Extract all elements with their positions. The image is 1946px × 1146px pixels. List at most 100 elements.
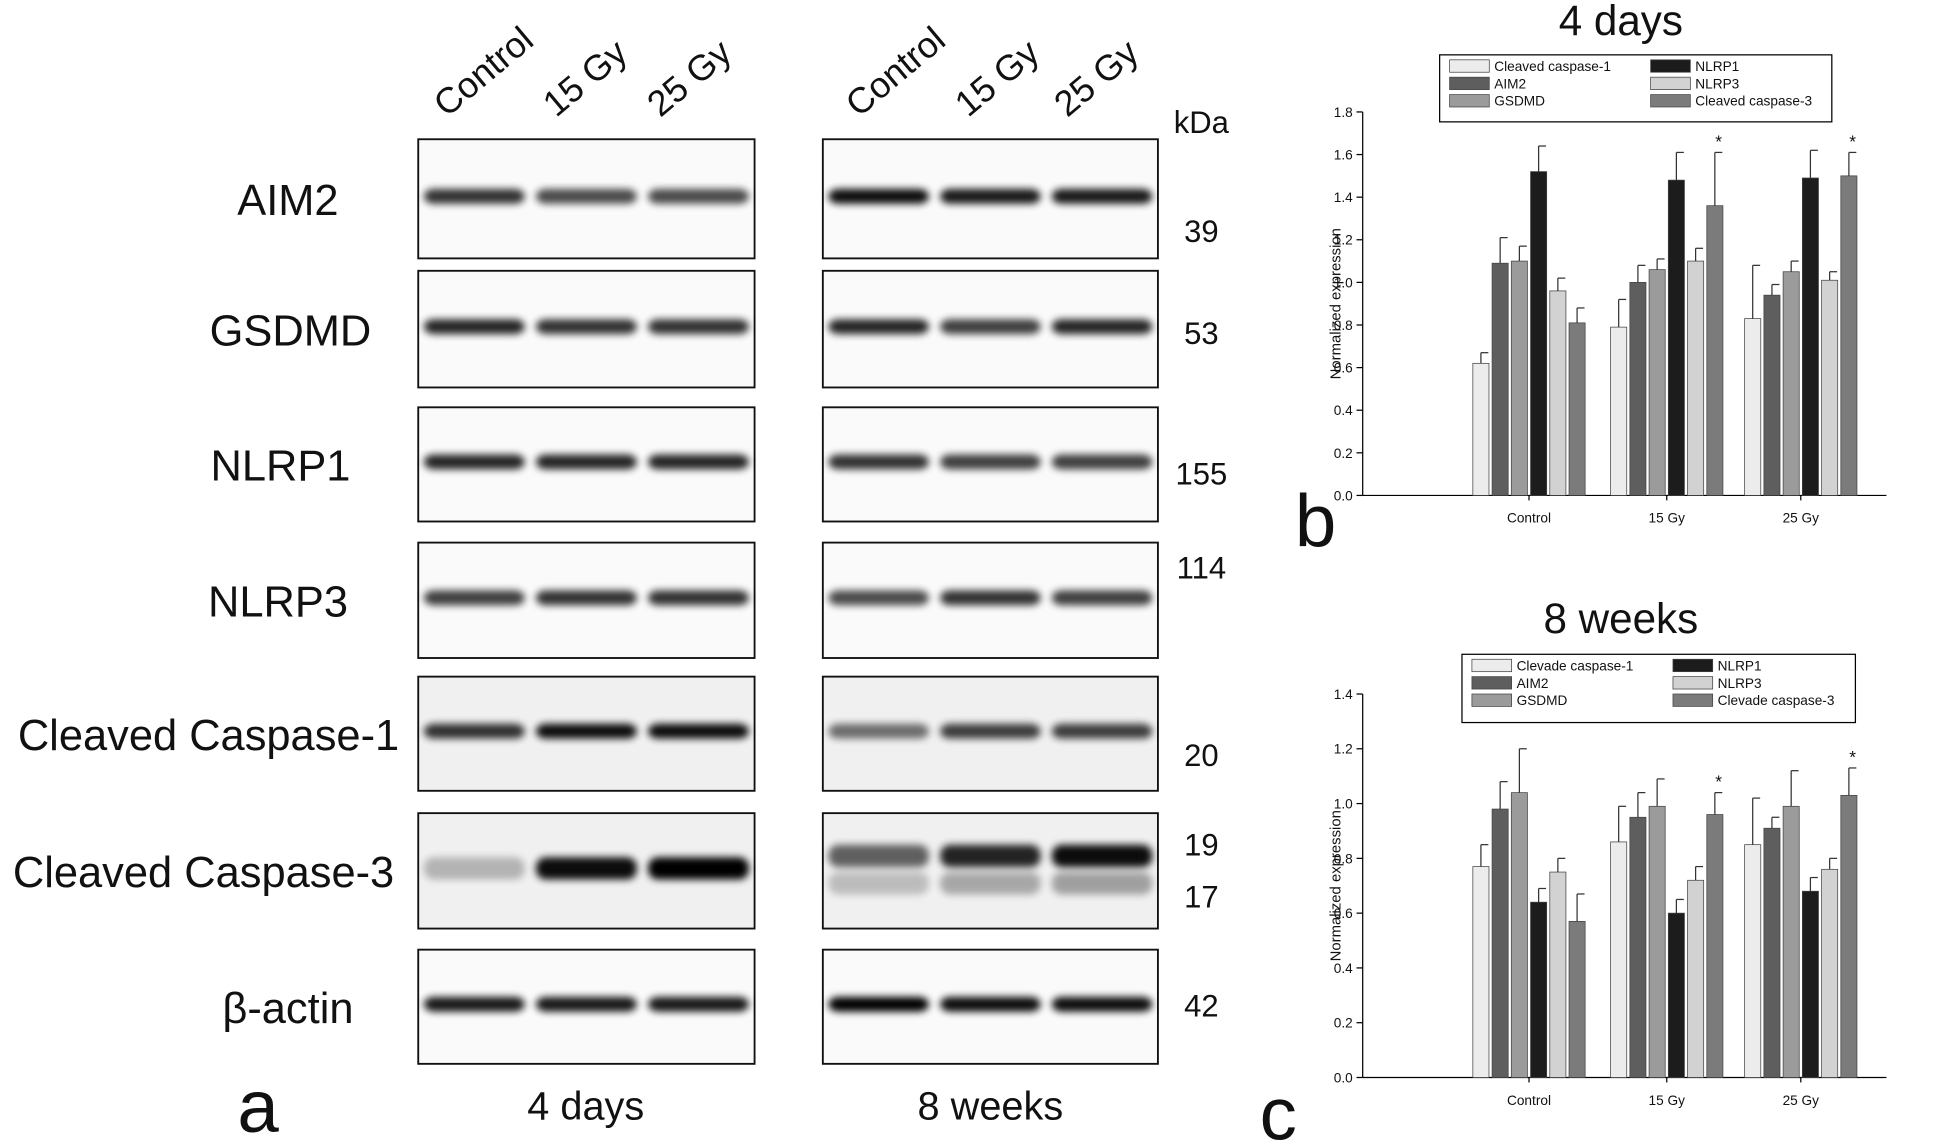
bar [1782,805,1800,1078]
band [940,996,1041,1012]
band [1051,188,1153,204]
band [423,188,525,204]
band [423,857,525,880]
band [535,996,637,1012]
row-label: Cleaved Caspase-1 [18,712,399,760]
legend-swatch [1650,59,1691,73]
legend-swatch [1471,676,1512,690]
kda-label: 42 [1184,989,1219,1024]
blot-frame [821,812,1159,930]
legend-swatch [1449,94,1490,108]
row-label: β-actin [222,985,353,1033]
bar [1763,294,1781,496]
condition-label: 4 days [527,1085,644,1129]
bar [1706,205,1724,496]
row-label: NLRP3 [208,578,348,626]
band [423,590,525,606]
band [828,996,929,1012]
band [648,319,749,335]
band [940,723,1041,739]
band [828,319,929,335]
kda-label: 53 [1184,316,1219,351]
significance-mark: * [1715,131,1722,151]
band [535,454,637,470]
band [940,454,1041,470]
bar [1530,901,1548,1078]
bar [1687,879,1705,1078]
legend-label: NLRP3 [1718,676,1762,691]
lane-label: Control [426,18,541,124]
x-tick-label: Control [1507,1093,1551,1108]
bar [1782,271,1800,496]
bar [1706,814,1724,1078]
band [423,996,525,1012]
panel-letter: c [1260,1073,1297,1146]
kda-label: 39 [1184,214,1219,249]
band [648,996,749,1012]
kda-label: 114 [1177,551,1226,586]
y-tick-label: 0.6 [1334,906,1353,921]
significance-mark: * [1849,747,1856,767]
band [828,590,929,606]
bar [1687,260,1705,496]
band [940,844,1041,868]
y-tick-label: 0.0 [1334,1070,1353,1085]
y-tick-label: 1.0 [1334,797,1353,812]
bar [1491,808,1509,1078]
bar [1530,171,1548,496]
bar [1629,816,1647,1078]
bar [1549,290,1567,496]
band [423,723,525,739]
kda-unit: kDa [1174,105,1230,140]
bar [1821,868,1839,1078]
bar [1510,260,1528,496]
band [423,454,525,470]
bar [1568,920,1586,1078]
legend-label: AIM2 [1494,76,1526,91]
bar [1801,177,1819,496]
legend-label: GSDMD [1494,94,1545,109]
band [1051,590,1153,606]
y-tick-label: 1.6 [1334,148,1353,163]
panel-letter: b [1295,479,1336,562]
kda-label: 19 [1184,827,1219,862]
bar [1763,827,1781,1078]
band [535,857,637,880]
lane-label: Control [838,18,953,124]
y-tick-label: 1.0 [1334,275,1353,290]
kda-label: 155 [1175,456,1227,491]
legend-box [1461,653,1857,724]
legend-swatch [1471,693,1512,707]
row-label: GSDMD [210,307,372,355]
bar [1491,262,1509,496]
legend-label: Cleaved caspase-1 [1494,59,1611,74]
band [1051,454,1153,470]
y-tick-label: 0.8 [1334,851,1353,866]
x-tick-label: 15 Gy [1649,1093,1686,1108]
legend-label: Cleaved caspase-3 [1695,94,1812,109]
bar [1549,871,1567,1078]
bar [1744,844,1762,1078]
y-tick-label: 0.4 [1334,961,1353,976]
significance-mark: * [1849,131,1856,151]
kda-label: 17 [1184,879,1219,914]
band [648,857,749,880]
band [828,188,929,204]
significance-mark: * [1715,772,1722,792]
legend-box [1439,54,1833,123]
band [423,319,525,335]
band [1051,872,1153,895]
bar [1510,792,1528,1078]
lane-label: 25 Gy [1046,31,1146,124]
bar [1648,269,1666,496]
band [535,723,637,739]
lane-label: 15 Gy [535,31,635,124]
y-axis-label: Normalized expression [1328,810,1344,961]
bar [1744,318,1762,496]
condition-label: 8 weeks [918,1085,1064,1129]
band [940,590,1041,606]
legend-swatch [1650,94,1691,108]
band [1051,996,1153,1012]
band [535,319,637,335]
